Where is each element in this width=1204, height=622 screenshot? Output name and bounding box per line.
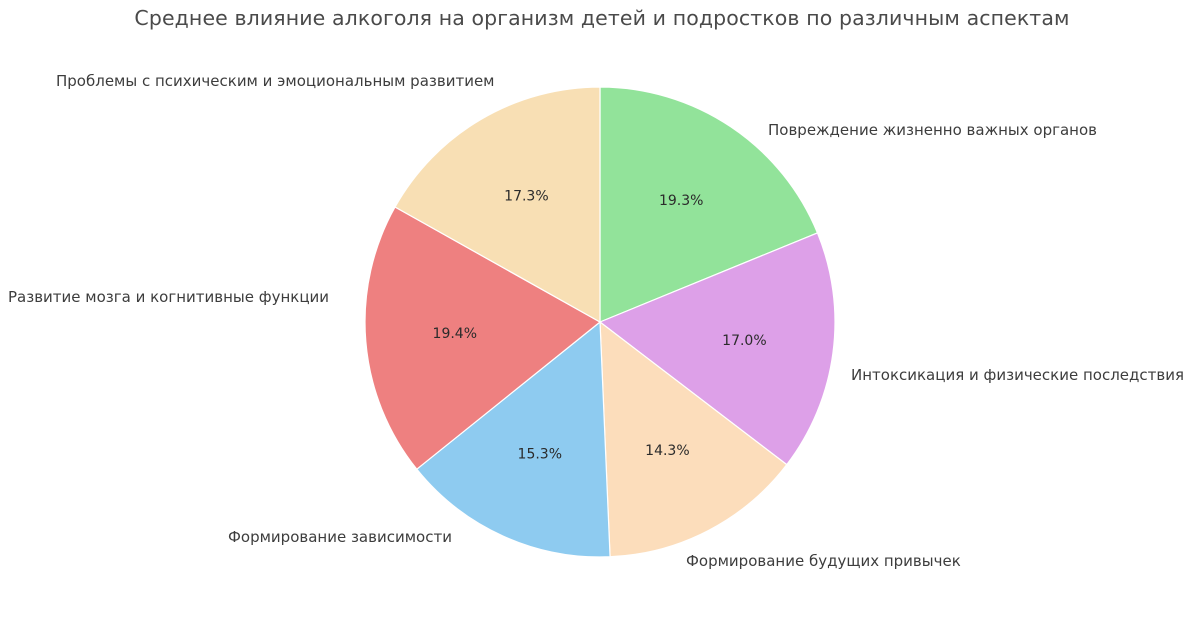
pie-slice-percent-label: 19.3% (659, 193, 703, 209)
pie-percent-labels-group: 19.3% 17.0% 14.3% 15.3% 19.4% 17.3% (433, 188, 767, 462)
pie-slice[interactable] (394, 86, 601, 324)
category-label-future-habits: Формирование будущих привычек (686, 552, 961, 570)
pie-slice[interactable] (599, 86, 819, 323)
pie-slice[interactable] (364, 206, 602, 471)
category-label-dependency: Формирование зависимости (228, 528, 452, 546)
pie-slice-percent-label: 14.3% (645, 443, 689, 459)
category-label-vital-organs: Повреждение жизненно важных органов (768, 121, 1097, 139)
pie-slice-percent-label: 15.3% (518, 447, 562, 463)
pie-slice-percent-label: 19.4% (433, 326, 477, 342)
pie-slice[interactable] (598, 232, 836, 466)
pie-slice[interactable] (415, 320, 611, 558)
category-label-intoxication: Интоксикация и физические последствия (851, 366, 1184, 384)
chart-title: Среднее влияние алкоголя на организм дет… (134, 6, 1070, 30)
category-label-brain-cognition: Развитие мозга и когнитивные функции (8, 288, 330, 306)
pie-slice-percent-label: 17.0% (722, 333, 766, 349)
pie-slice-percent-label: 17.3% (504, 188, 548, 204)
pie-slice[interactable] (599, 320, 788, 558)
pie-slices-group (364, 86, 836, 558)
category-label-mental-development: Проблемы с психическим и эмоциональным р… (56, 72, 495, 90)
